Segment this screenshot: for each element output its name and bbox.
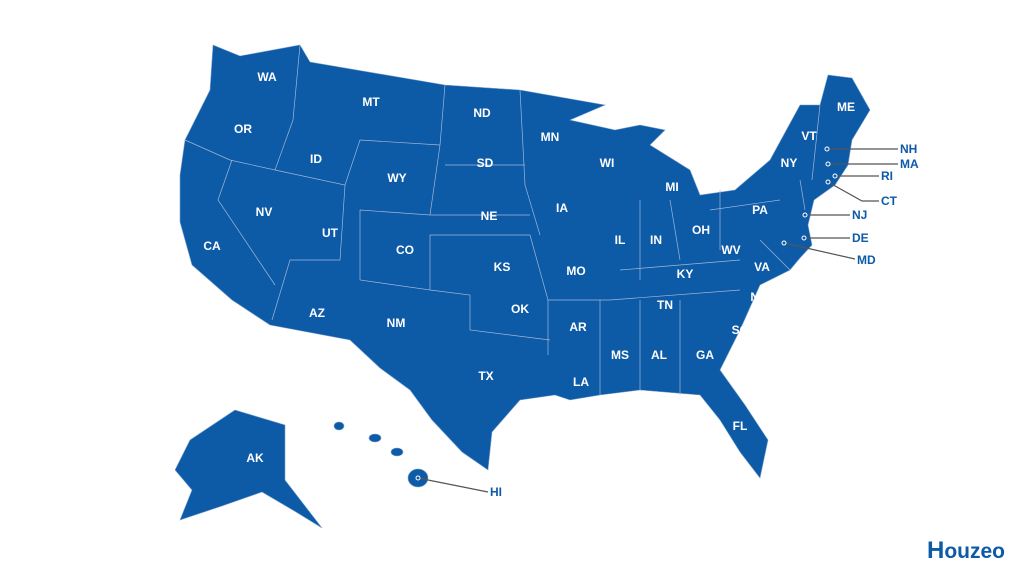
state-label-az[interactable]: AZ: [309, 306, 325, 320]
state-label-ia[interactable]: IA: [556, 201, 568, 215]
state-borders: [184, 44, 821, 395]
logo-house-h: H: [927, 537, 945, 564]
state-label-ne[interactable]: NE: [480, 209, 498, 223]
state-label-ks[interactable]: KS: [493, 260, 511, 274]
state-label-mt[interactable]: MT: [362, 95, 380, 109]
state-label-fl[interactable]: FL: [732, 419, 748, 433]
state-label-nh[interactable]: NH: [900, 142, 918, 156]
state-label-nj[interactable]: NJ: [852, 208, 868, 222]
logo-text: ouzeo: [944, 540, 1006, 563]
hawaii-oahu[interactable]: [368, 433, 382, 443]
hawaii-kauai[interactable]: [333, 421, 345, 431]
state-label-co[interactable]: CO: [396, 243, 414, 257]
state-label-nd[interactable]: ND: [473, 106, 491, 120]
state-label-ri[interactable]: RI: [881, 169, 893, 183]
state-label-nc[interactable]: NC: [750, 290, 768, 304]
state-label-ut[interactable]: UT: [322, 226, 338, 240]
state-label-id[interactable]: ID: [310, 152, 322, 166]
state-label-va[interactable]: VA: [754, 260, 770, 274]
state-label-md[interactable]: MD: [857, 253, 876, 267]
state-label-ky[interactable]: KY: [676, 267, 694, 281]
state-label-in[interactable]: IN: [650, 233, 662, 247]
state-label-hi[interactable]: HI: [490, 485, 502, 499]
state-label-wi[interactable]: WI: [599, 156, 615, 170]
state-label-ca[interactable]: CA: [203, 239, 221, 253]
state-label-me[interactable]: ME: [837, 100, 855, 114]
state-label-mi[interactable]: MI: [665, 180, 679, 194]
state-label-wa[interactable]: WA: [257, 70, 277, 84]
callout-dots: [415, 146, 838, 481]
state-label-mo[interactable]: MO: [566, 264, 586, 278]
state-label-sd[interactable]: SD: [476, 156, 494, 170]
state-label-pa[interactable]: PA: [752, 203, 768, 217]
state-label-ok[interactable]: OK: [511, 302, 529, 316]
alaska-shape[interactable]: [174, 409, 323, 529]
state-label-il[interactable]: IL: [614, 233, 626, 247]
callout-leaders: [417, 148, 898, 493]
state-label-wv[interactable]: WV: [721, 243, 741, 257]
state-label-ny[interactable]: NY: [780, 156, 798, 170]
hawaii-maui[interactable]: [390, 447, 404, 457]
state-label-tx[interactable]: TX: [478, 369, 494, 383]
houzeo-logo: Houzeo: [927, 537, 1005, 565]
state-label-vt[interactable]: VT: [801, 129, 817, 143]
state-label-nv[interactable]: NV: [255, 205, 273, 219]
state-label-sc[interactable]: SC: [731, 323, 749, 337]
state-label-al[interactable]: AL: [651, 348, 667, 362]
state-label-ct[interactable]: CT: [881, 194, 897, 208]
state-label-ak[interactable]: AK: [246, 451, 264, 465]
state-label-oh[interactable]: OH: [692, 223, 710, 237]
state-label-mn[interactable]: MN: [540, 130, 560, 144]
state-label-de[interactable]: DE: [852, 231, 869, 245]
state-label-ms[interactable]: MS: [611, 348, 629, 362]
state-label-wy[interactable]: WY: [387, 171, 407, 185]
state-label-ga[interactable]: GA: [696, 348, 714, 362]
state-label-or[interactable]: OR: [234, 122, 252, 136]
state-label-nm[interactable]: NM: [386, 316, 406, 330]
state-label-la[interactable]: LA: [573, 375, 589, 389]
state-label-ma[interactable]: MA: [900, 157, 919, 171]
contiguous-us-shape[interactable]: [179, 44, 871, 479]
state-label-ar[interactable]: AR: [569, 320, 587, 334]
state-label-tn[interactable]: TN: [657, 298, 673, 312]
